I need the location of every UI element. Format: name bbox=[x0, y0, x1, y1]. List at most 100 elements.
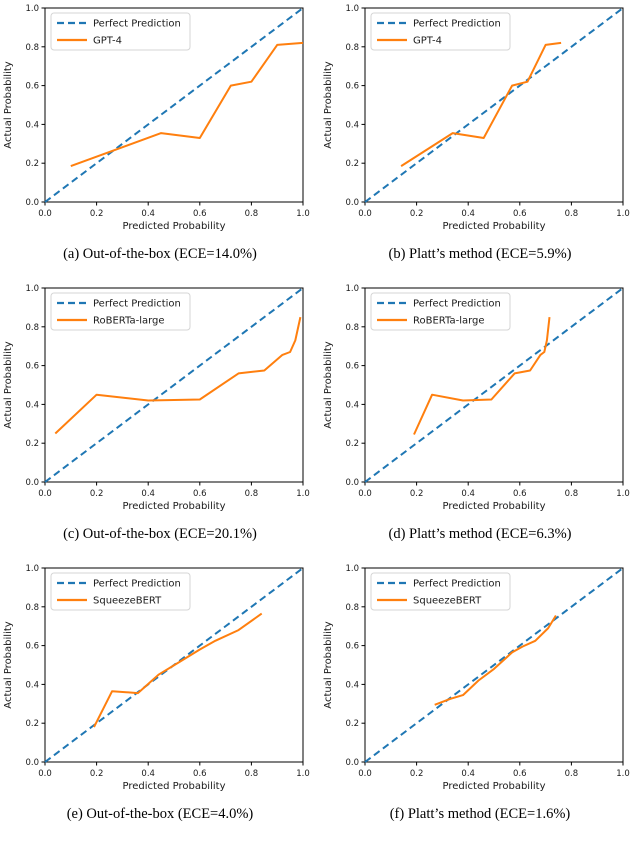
legend-label: Perfect Prediction bbox=[93, 19, 181, 30]
y-tick-label: 0.0 bbox=[345, 478, 359, 488]
y-tick-label: 0.0 bbox=[25, 478, 39, 488]
y-tick-label: 0.8 bbox=[345, 603, 359, 613]
y-tick-label: 0.4 bbox=[25, 120, 39, 130]
y-tick-label: 1.0 bbox=[25, 4, 39, 14]
panel-f-plot: 0.00.0 0.2 0.2 0.4 0.4 0.6 0.6 0.8 0.8 1.0 1.0 Pred… bbox=[323, 564, 630, 792]
y-tick-label: 1.0 bbox=[25, 564, 39, 574]
y-tick-label: 0.8 bbox=[25, 43, 39, 53]
x-tick-label: 0.4 bbox=[141, 769, 155, 779]
x-tick-label: 1.0 bbox=[296, 769, 310, 779]
y-tick-label: 0.8 bbox=[345, 323, 359, 333]
legend: Perfect Prediction RoBERTa-large bbox=[370, 292, 511, 331]
x-tick-label: 1.0 bbox=[616, 769, 630, 779]
x-axis-label: Predicted Probability bbox=[443, 781, 546, 792]
plot-frame bbox=[364, 7, 624, 203]
x-tick-label: 0.0 bbox=[38, 769, 52, 779]
x-tick-label: 0.0 bbox=[38, 209, 52, 219]
x-tick-label: 0.6 bbox=[193, 489, 207, 499]
x-tick-label: 0.6 bbox=[193, 769, 207, 779]
panel-f-caption: (f) Platt’s method (ECE=1.6%) bbox=[389, 806, 571, 822]
x-axis-label: Predicted Probability bbox=[123, 501, 226, 512]
panel-d-caption: (d) Platt’s method (ECE=6.3%) bbox=[388, 526, 572, 542]
y-tick-label: 0.6 bbox=[345, 362, 359, 372]
y-tick-label: 0.6 bbox=[345, 82, 359, 92]
legend-label: SqueezeBERT bbox=[93, 596, 162, 607]
x-tick-label: 0.4 bbox=[141, 209, 155, 219]
model-curve bbox=[54, 316, 302, 435]
legend: Perfect Prediction GPT-4 bbox=[370, 12, 511, 51]
model-curve bbox=[413, 316, 551, 435]
panel-c-caption: (c) Out-of-the-box (ECE=20.1%) bbox=[63, 526, 257, 542]
x-tick-label: 1.0 bbox=[296, 209, 310, 219]
y-tick-label: 0.8 bbox=[25, 323, 39, 333]
x-tick-label: 1.0 bbox=[616, 489, 630, 499]
x-tick-label: 0.4 bbox=[461, 769, 475, 779]
y-tick-label: 0.2 bbox=[25, 439, 39, 449]
y-tick-label: 1.0 bbox=[25, 284, 39, 294]
legend: Perfect Prediction SqueezeBERT bbox=[370, 572, 511, 611]
panel-b-plot: 0.00.0 0.2 0.2 0.4 0.4 0.6 0.6 0.8 0.8 1.0 1.0 Pred… bbox=[323, 4, 630, 232]
y-axis-label: Actual Probability bbox=[3, 621, 14, 708]
y-tick-label: 0.6 bbox=[25, 82, 39, 92]
legend-label: GPT-4 bbox=[93, 36, 122, 47]
x-tick-label: 1.0 bbox=[616, 209, 630, 219]
y-tick-label: 1.0 bbox=[345, 564, 359, 574]
x-tick-label: 0.8 bbox=[245, 489, 259, 499]
y-tick-label: 0.2 bbox=[345, 159, 359, 169]
x-axis-label: Predicted Probability bbox=[123, 781, 226, 792]
x-tick-label: 0.2 bbox=[90, 209, 104, 219]
y-axis-label: Actual Probability bbox=[3, 341, 14, 428]
panel-a: 0.0 0.0 0.2 0.2 0.4 0.4 0.6 0.6 0.8 0.8 1.0 1.0 Pred… bbox=[0, 0, 320, 280]
panel-e: 0.0 0.0 0.2 0.2 0.4 0.4 0.6 0.6 0.8 0.8 1.0 1.0 Pred… bbox=[0, 560, 320, 841]
y-tick-label: 0.4 bbox=[25, 400, 39, 410]
panel-a-plot: 0.00.0 0.2 0.2 0.4 0.4 0.6 0.6 0.8 0.8 1.0 1.0 Pred… bbox=[3, 4, 310, 232]
panel-e-caption: (e) Out-of-the-box (ECE=4.0%) bbox=[66, 806, 254, 822]
plot-frame bbox=[44, 567, 304, 763]
y-tick-label: 0.6 bbox=[25, 642, 39, 652]
legend-label: Perfect Prediction bbox=[413, 19, 501, 30]
x-tick-label: 0.8 bbox=[565, 209, 579, 219]
legend: Perfect Prediction GPT-4 bbox=[50, 12, 191, 51]
x-tick-label: 0.6 bbox=[513, 489, 527, 499]
legend-label: GPT-4 bbox=[413, 36, 442, 47]
y-tick-label: 0.4 bbox=[345, 120, 359, 130]
plot-frame bbox=[44, 287, 304, 483]
x-tick-label: 0.8 bbox=[245, 209, 259, 219]
legend-label: Perfect Prediction bbox=[93, 299, 181, 310]
perfect-prediction-line bbox=[364, 287, 624, 483]
perfect-prediction-line bbox=[44, 287, 304, 483]
legend: Perfect Prediction SqueezeBERT bbox=[50, 572, 191, 611]
legend-label: SqueezeBERT bbox=[413, 596, 482, 607]
x-tick-label: 0.0 bbox=[358, 489, 372, 499]
legend-label: Perfect Prediction bbox=[413, 579, 501, 590]
x-tick-label: 0.2 bbox=[90, 489, 104, 499]
plot-frame bbox=[364, 567, 624, 763]
panel-f: 0.0 0.0 0.2 0.2 0.4 0.4 0.6 0.6 0.8 0.8 1.0 1.0 Pred… bbox=[320, 560, 640, 841]
model-curve bbox=[93, 612, 263, 728]
x-tick-label: 0.2 bbox=[410, 769, 424, 779]
y-tick-label: 0.0 bbox=[25, 198, 39, 208]
panel-b: 0.0 0.0 0.2 0.2 0.4 0.4 0.6 0.6 0.8 0.8 1.0 1.0 Pred… bbox=[320, 0, 640, 280]
x-tick-label: 0.2 bbox=[90, 769, 104, 779]
panel-b-caption: (b) Platt’s method (ECE=5.9%) bbox=[388, 246, 572, 262]
y-axis-label: Actual Probability bbox=[323, 621, 334, 708]
x-tick-label: 0.6 bbox=[513, 209, 527, 219]
panel-e-plot: 0.00.0 0.2 0.2 0.4 0.4 0.6 0.6 0.8 0.8 1.0 1.0 Pred… bbox=[3, 564, 310, 792]
plot-frame bbox=[364, 287, 624, 483]
x-axis-label: Predicted Probability bbox=[123, 221, 226, 232]
y-axis-label: Actual Probability bbox=[323, 341, 334, 428]
y-tick-label: 0.0 bbox=[25, 758, 39, 768]
x-tick-label: 1.0 bbox=[296, 489, 310, 499]
y-tick-label: 0.0 bbox=[345, 198, 359, 208]
panel-c-plot: 0.00.0 0.2 0.2 0.4 0.4 0.6 0.6 0.8 0.8 1.0 1.0 Pred… bbox=[3, 284, 310, 512]
y-tick-label: 0.8 bbox=[25, 603, 39, 613]
model-curve bbox=[434, 614, 557, 706]
y-tick-label: 0.2 bbox=[345, 719, 359, 729]
x-tick-label: 0.4 bbox=[461, 489, 475, 499]
x-tick-label: 0.6 bbox=[193, 209, 207, 219]
y-tick-label: 0.4 bbox=[345, 680, 359, 690]
y-tick-label: 0.2 bbox=[25, 719, 39, 729]
y-tick-label: 0.2 bbox=[25, 159, 39, 169]
x-axis-label: Predicted Probability bbox=[443, 501, 546, 512]
